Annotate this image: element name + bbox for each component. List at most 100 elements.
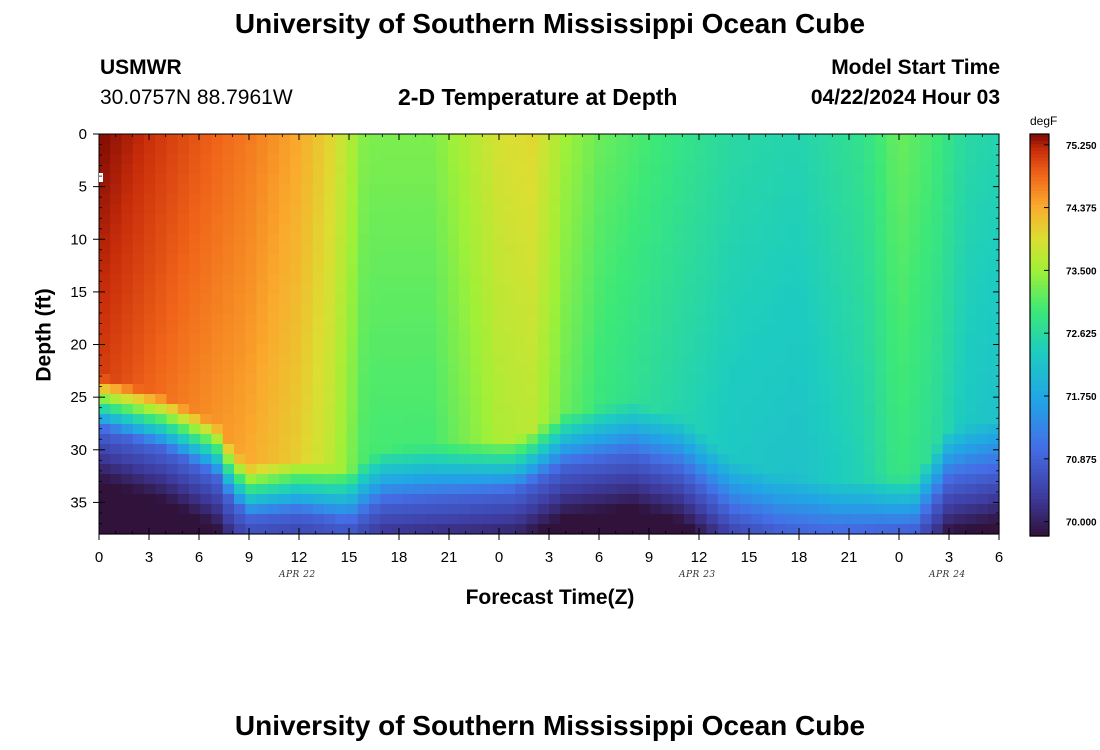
heatmap-cell (864, 344, 876, 355)
heatmap-cell (121, 184, 134, 195)
heatmap-cell (492, 274, 505, 285)
heatmap-cell (819, 474, 831, 485)
heatmap-cell (672, 304, 685, 315)
heatmap-cell (447, 484, 460, 495)
heatmap-cell (290, 364, 303, 375)
heatmap-cell (616, 504, 629, 515)
heatmap-cell (234, 464, 246, 475)
heatmap-cell (99, 314, 111, 325)
heatmap-cell (965, 184, 978, 195)
heatmap-cell (605, 304, 618, 315)
heatmap-cell (245, 244, 258, 255)
colorbar-swatch (1030, 274, 1049, 279)
heatmap-cell (177, 474, 190, 485)
heatmap-cell (492, 374, 505, 385)
heatmap-cell (909, 434, 921, 445)
heatmap-cell (515, 464, 528, 475)
heatmap-cell (942, 484, 955, 495)
heatmap-cell (897, 324, 910, 335)
heatmap-cell (987, 524, 1000, 535)
heatmap-cell (267, 244, 280, 255)
heatmap-cell (324, 484, 336, 495)
heatmap-cell (549, 264, 561, 275)
heatmap-cell (841, 414, 854, 425)
heatmap-cell (549, 274, 561, 285)
heatmap-cell (796, 294, 809, 305)
heatmap-cell (672, 294, 685, 305)
heatmap-cell (909, 314, 921, 325)
heatmap-cell (144, 174, 156, 185)
heatmap-cell (222, 214, 235, 225)
heatmap-cell (537, 504, 550, 515)
heatmap-cell (414, 154, 426, 165)
heatmap-cell (492, 354, 505, 365)
heatmap-cell (875, 424, 888, 435)
heatmap-cell (402, 204, 415, 215)
heatmap-cell (357, 344, 370, 355)
colorbar-swatch (1030, 257, 1049, 262)
heatmap-cell (729, 274, 741, 285)
heatmap-cell (616, 244, 629, 255)
heatmap-cell (976, 364, 989, 375)
heatmap-cell (402, 224, 415, 235)
heatmap-cell (335, 224, 348, 235)
heatmap-cell (897, 394, 910, 405)
heatmap-cell (121, 364, 134, 375)
heatmap-cell (211, 164, 224, 175)
heatmap-cell (436, 304, 449, 315)
heatmap-cell (391, 424, 404, 435)
heatmap-cell (121, 384, 134, 395)
heatmap-cell (897, 254, 910, 265)
heatmap-cell (841, 474, 854, 485)
x-tick-label: 3 (545, 549, 553, 566)
heatmap-cell (650, 244, 663, 255)
heatmap-cell (762, 274, 775, 285)
heatmap-cell (762, 504, 775, 515)
heatmap-cell (234, 344, 246, 355)
heatmap-cell (402, 174, 415, 185)
heatmap-cell (447, 154, 460, 165)
heatmap-cell (504, 444, 516, 455)
heatmap-cell (650, 164, 663, 175)
heatmap-cell (492, 304, 505, 315)
heatmap-cell (526, 494, 539, 505)
heatmap-cell (155, 384, 168, 395)
heatmap-cell (931, 354, 944, 365)
heatmap-cell (324, 384, 336, 395)
heatmap-cell (549, 224, 561, 235)
heatmap-cell (560, 274, 573, 285)
heatmap-cell (650, 384, 663, 395)
heatmap-cell (875, 324, 888, 335)
heatmap-cell (357, 474, 370, 485)
heatmap-cell (222, 164, 235, 175)
heatmap-cell (661, 484, 674, 495)
heatmap-cell (110, 154, 123, 165)
heatmap-cell (279, 424, 291, 435)
heatmap-cell (785, 424, 798, 435)
heatmap-cell (841, 234, 854, 245)
heatmap-cell (132, 344, 145, 355)
heatmap-cell (830, 234, 843, 245)
heatmap-cell (695, 314, 708, 325)
heatmap-cell (582, 374, 595, 385)
heatmap-cell (560, 354, 573, 365)
heatmap-cell (324, 164, 336, 175)
heatmap-cell (672, 524, 685, 535)
heatmap-cell (110, 244, 123, 255)
heatmap-cell (897, 444, 910, 455)
heatmap-cell (290, 204, 303, 215)
heatmap-cell (301, 404, 314, 415)
heatmap-cell (684, 304, 696, 315)
heatmap-cell (155, 134, 168, 145)
heatmap-cell (222, 284, 235, 295)
heatmap-cell (312, 454, 325, 465)
heatmap-cell (954, 244, 966, 255)
heatmap-cell (661, 304, 674, 315)
heatmap-cell (211, 494, 224, 505)
heatmap-cell (627, 324, 640, 335)
heatmap-cell (740, 484, 753, 495)
heatmap-cell (639, 244, 651, 255)
heatmap-cell (301, 334, 314, 345)
heatmap-cell (459, 444, 471, 455)
heatmap-cell (335, 154, 348, 165)
